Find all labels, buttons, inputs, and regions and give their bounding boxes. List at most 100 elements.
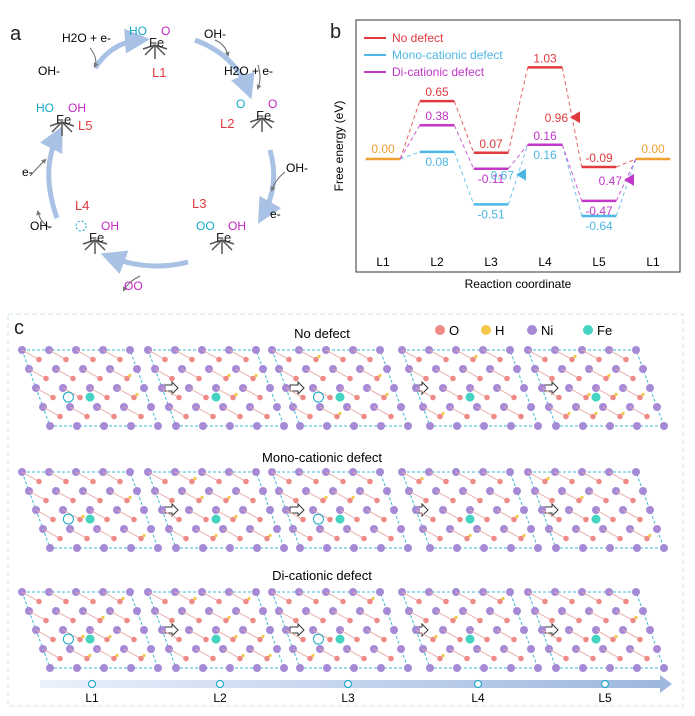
- o-atom: [464, 413, 470, 420]
- bond: [568, 387, 587, 398]
- h-atom: [607, 373, 611, 378]
- bond: [89, 387, 108, 398]
- bond: [554, 349, 573, 360]
- bond: [422, 406, 441, 417]
- ni-atom: [606, 422, 614, 430]
- bond: [339, 629, 358, 640]
- bond: [373, 406, 392, 417]
- bond: [534, 368, 553, 379]
- fe-bond: [211, 239, 223, 251]
- bond: [222, 528, 241, 539]
- step-arrow: [289, 502, 305, 518]
- ni-atom: [426, 422, 434, 430]
- o-atom: [43, 375, 49, 382]
- ni-atom: [507, 422, 515, 430]
- o-atom: [556, 636, 562, 643]
- o-atom: [77, 394, 83, 401]
- o-atom: [169, 497, 175, 504]
- o-atom: [250, 375, 256, 382]
- bond: [298, 591, 317, 602]
- o-atom: [84, 535, 90, 542]
- ni-atom: [226, 422, 234, 430]
- ni-atom: [100, 544, 108, 552]
- o-atom: [388, 413, 394, 420]
- ni-atom: [296, 664, 304, 672]
- ni-atom: [199, 544, 207, 552]
- o-atom: [590, 413, 596, 420]
- o-atom: [111, 535, 117, 542]
- o-atom: [437, 535, 443, 542]
- panel-a: a H2O + e- OH- OH- H2O + e- OH- e- OO OH…: [10, 23, 308, 293]
- o-atom: [457, 636, 463, 643]
- o-atom: [162, 598, 168, 605]
- bond: [305, 368, 324, 379]
- o-atom: [347, 617, 353, 624]
- h-atom: [621, 411, 625, 416]
- bond: [462, 368, 481, 379]
- bond: [359, 490, 378, 501]
- bond: [325, 471, 344, 482]
- ni-atom: [527, 645, 535, 653]
- ni-atom: [147, 525, 155, 533]
- bond: [581, 471, 600, 482]
- bond: [476, 648, 495, 659]
- ni-atom: [383, 487, 391, 495]
- ni-atom: [390, 384, 398, 392]
- h-atom: [434, 634, 438, 639]
- h-atom: [454, 615, 458, 620]
- bond: [575, 648, 594, 659]
- o-atom: [257, 636, 263, 643]
- bond: [428, 471, 447, 482]
- ni-atom: [266, 506, 274, 514]
- ni-atom: [100, 422, 108, 430]
- ni-atom: [507, 544, 515, 552]
- o-atom: [104, 394, 110, 401]
- o-atom: [176, 516, 182, 523]
- bond: [401, 471, 420, 482]
- connector-mono: [561, 144, 583, 217]
- ligand-left: OO: [196, 219, 215, 233]
- bond: [42, 528, 61, 539]
- bond: [181, 368, 200, 379]
- timeline-node: [600, 679, 610, 689]
- o-atom: [610, 394, 616, 401]
- bond: [89, 509, 108, 520]
- h-atom: [234, 392, 238, 397]
- ni-atom: [520, 626, 528, 634]
- bond: [168, 406, 187, 417]
- o-atom: [416, 478, 422, 485]
- x-tick-label: L5: [592, 255, 606, 269]
- bond: [292, 406, 311, 417]
- bond: [305, 490, 324, 501]
- bond: [102, 471, 121, 482]
- ni-atom: [46, 422, 54, 430]
- h-atom: [351, 495, 355, 500]
- o-atom: [90, 598, 96, 605]
- o-atom: [138, 413, 144, 420]
- h-atom: [241, 653, 245, 658]
- bond: [102, 591, 121, 602]
- o-atom: [610, 636, 616, 643]
- atom-label-h: H: [495, 323, 504, 338]
- ni-atom: [579, 544, 587, 552]
- o-atom: [131, 394, 137, 401]
- bond: [534, 610, 553, 621]
- o-atom: [307, 413, 313, 420]
- o-atom: [542, 478, 548, 485]
- o-atom: [583, 516, 589, 523]
- bond: [174, 471, 193, 482]
- fe-bond: [251, 117, 263, 129]
- bond: [319, 528, 338, 539]
- bond: [285, 509, 304, 520]
- fe-atom: [211, 514, 221, 524]
- bond: [42, 648, 61, 659]
- o-atom: [57, 655, 63, 662]
- bond: [503, 528, 522, 539]
- state-label-l5: L5: [78, 118, 92, 133]
- lattice-cell: [144, 588, 305, 672]
- annotation-label-mono: 0.67: [491, 169, 515, 183]
- ni-atom: [266, 626, 274, 634]
- ni-atom: [133, 365, 141, 373]
- o-atom: [464, 535, 470, 542]
